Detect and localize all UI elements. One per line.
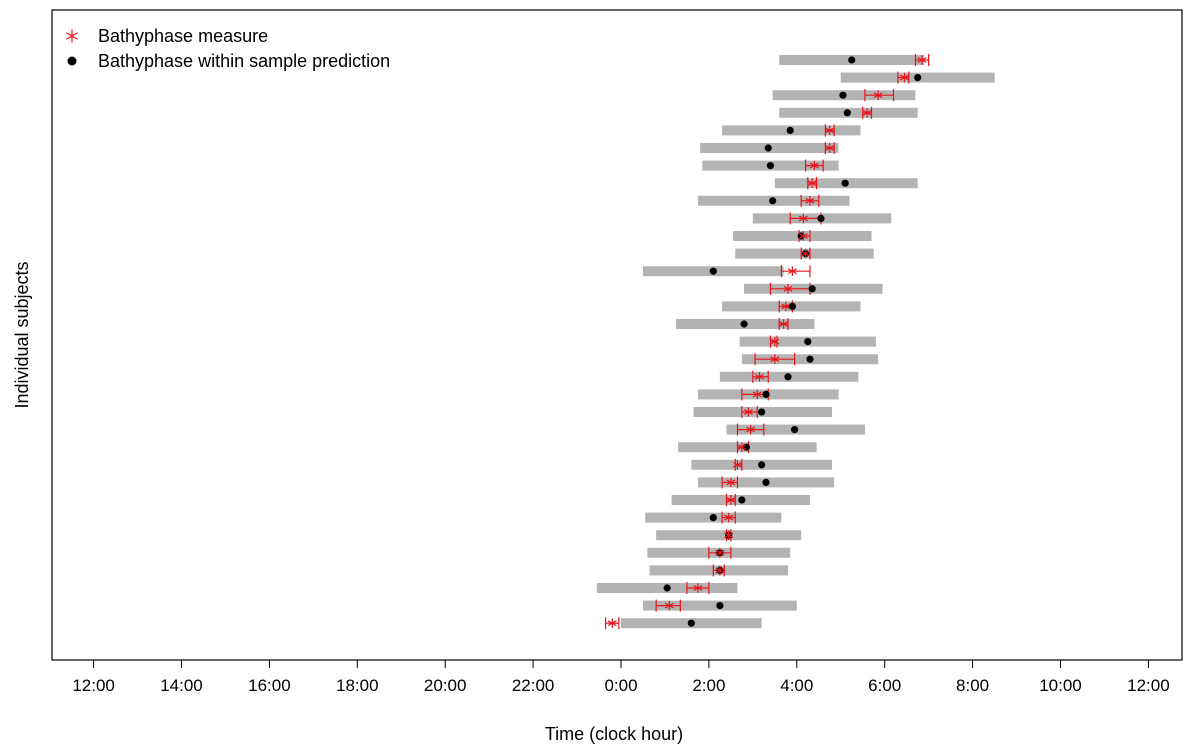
x-tick-label: 18:00 [336,676,379,695]
measure-point [917,55,927,65]
plot-frame [51,9,1183,661]
prediction-point [758,461,766,469]
measure-point [787,266,797,276]
x-axis: 12:00 14:00 16:00 18:00 20:00 22:00 0:00 2:00 4:… [72,659,1170,695]
prediction-point [804,338,812,346]
legend: Bathyphase measure Bathyphase within sam… [66,26,390,71]
measure-point [805,196,815,206]
measure-point [664,600,674,611]
prediction-point [914,74,922,82]
measure-point [715,565,725,576]
prediction-point [709,267,717,275]
legend-measure-marker [66,29,78,43]
prediction-point [786,126,794,134]
measure-point [798,231,808,241]
x-tick-label: 0:00 [604,676,637,695]
prediction-point [663,584,671,592]
measure-point [873,90,883,100]
prediction-point [806,355,814,363]
x-tick-label: 14:00 [160,676,203,695]
measure-point [770,336,780,347]
measure-point [743,407,753,417]
measure-point [825,143,835,153]
prediction-point [758,408,766,416]
measure-point [737,442,747,452]
measure-points [607,55,927,628]
measure-point [724,530,734,540]
prediction-point [716,602,724,610]
prediction-point [764,144,772,152]
measure-point [783,284,793,294]
measure-point [724,512,734,523]
measure-point [754,372,764,382]
legend-measure-label: Bathyphase measure [98,26,268,46]
x-tick-label: 12:00 [1127,676,1170,695]
measure-point [807,178,817,188]
prediction-point [762,478,770,486]
prediction-point [839,91,847,99]
measure-point [781,301,791,312]
x-tick-label: 16:00 [248,676,291,695]
x-tick-label: 4:00 [780,676,813,695]
legend-prediction-marker [67,56,77,66]
prediction-point [843,109,851,117]
prediction-point [841,179,849,187]
measure-point [733,460,742,470]
x-tick-label: 6:00 [868,676,901,695]
prediction-point [762,390,770,398]
prediction-point [742,443,750,451]
prediction-intervals [596,55,995,629]
measure-point [825,125,835,136]
measure-point [809,160,819,171]
prediction-point [740,320,748,328]
prediction-point [788,302,797,310]
prediction-point [709,514,717,522]
measure-point [693,583,703,593]
x-tick-label: 22:00 [512,676,555,695]
legend-measure-star [66,29,78,43]
x-tick-label: 2:00 [692,676,725,695]
measure-point [607,618,617,628]
measure-point [862,108,872,118]
measure-point [726,495,736,505]
measure-point [726,477,736,488]
x-axis-title: Time (clock hour) [545,724,683,744]
prediction-point [784,373,792,381]
prediction-point [791,426,799,434]
prediction-point [687,619,695,627]
prediction-point [808,285,816,293]
y-axis-title: Individual subjects [12,261,32,408]
x-tick-label: 12:00 [72,676,115,695]
prediction-point [817,214,825,222]
x-tick-label: 20:00 [424,676,467,695]
measure-point [900,72,909,83]
measure-point [752,389,762,400]
legend-prediction-label: Bathyphase within sample prediction [98,51,390,71]
prediction-points [663,56,922,627]
prediction-point [766,162,775,170]
measure-point [779,319,789,329]
x-tick-label: 8:00 [956,676,989,695]
measure-point [715,548,725,558]
measure-point [801,248,811,259]
measure-point [746,424,756,435]
prediction-point [769,197,777,205]
prediction-point [848,56,856,64]
measure-point [770,354,780,364]
x-tick-label: 10:00 [1039,676,1082,695]
prediction-point [738,496,746,504]
measure-point [798,213,808,224]
